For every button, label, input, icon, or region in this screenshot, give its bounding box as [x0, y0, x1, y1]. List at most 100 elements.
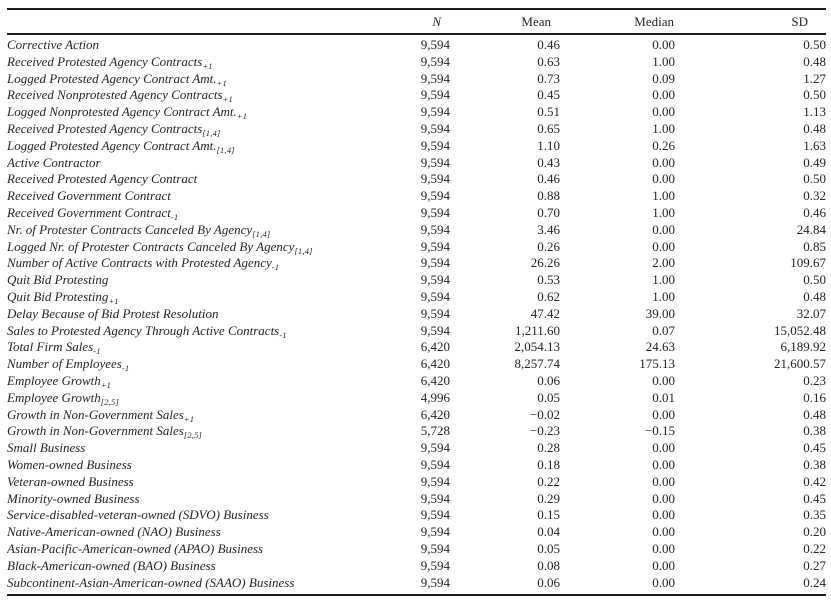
- cell-sd: 0.16: [803, 389, 826, 405]
- cell-mean: 1.10: [537, 137, 560, 153]
- variable-label: Received Protested Agency Contracts: [7, 120, 203, 136]
- cell-median: 0.26: [652, 137, 675, 153]
- variable-cell: Received Government Contract-1: [7, 205, 401, 222]
- variable-cell: Delay Because of Bid Protest Resolution: [7, 306, 401, 323]
- variable-subscript: [2,5]: [100, 396, 119, 407]
- variable-subscript: +1: [100, 379, 112, 390]
- table-row: Growth in Non-Government Sales[2,5] 5,72…: [7, 423, 826, 440]
- cell-n: 9,594: [420, 154, 450, 170]
- table-row: Sales to Protested Agency Through Active…: [7, 323, 826, 340]
- cell-n: 9,594: [420, 188, 450, 204]
- variable-label: Quit Bid Protesting: [7, 288, 109, 304]
- table-row: Service-disabled-veteran-owned (SDVO) Bu…: [7, 507, 826, 524]
- cell-n: 9,594: [420, 574, 450, 590]
- cell-n: 9,594: [420, 137, 450, 153]
- cell-mean: 0.26: [537, 238, 560, 254]
- cell-mean: 0.08: [537, 557, 560, 573]
- variable-label: Received Government Contract: [7, 188, 171, 204]
- cell-sd: 0.46: [803, 204, 826, 220]
- variable-label: Native-American-owned (NAO) Business: [7, 524, 221, 540]
- variable-label: Logged Protested Agency Contract Amt.: [7, 70, 217, 86]
- variable-cell: Women-owned Business: [7, 457, 401, 474]
- cell-n: 9,594: [420, 120, 450, 136]
- table-row: Quit Bid Protesting 9,594 0.53 1.00 0.50: [7, 272, 826, 289]
- cell-sd: 109.67: [790, 255, 826, 271]
- cell-median: 0.07: [652, 322, 675, 338]
- variable-label: Employee Growth: [7, 389, 101, 405]
- table-row: Delay Because of Bid Protest Resolution …: [7, 306, 826, 323]
- cell-median: 0.00: [652, 87, 675, 103]
- cell-n: 9,594: [420, 507, 450, 523]
- cell-sd: 0.38: [803, 423, 826, 439]
- variable-label: Logged Nonprotested Agency Contract Amt.: [7, 104, 237, 120]
- variable-cell: Employee Growth+1: [7, 373, 401, 390]
- cell-mean: 0.06: [537, 574, 560, 590]
- cell-median: 24.63: [645, 339, 675, 355]
- variable-label: Growth in Non-Government Sales: [7, 423, 184, 439]
- table-body: Corrective Action 9,594 0.46 0.00 0.50 R…: [7, 34, 826, 591]
- cell-n: 6,420: [420, 372, 450, 388]
- variable-cell: Logged Nr. of Protester Contracts Cancel…: [7, 239, 401, 256]
- variable-subscript: [1,4]: [216, 144, 235, 155]
- cell-mean: 0.73: [537, 70, 560, 86]
- cell-median: 0.00: [652, 221, 675, 237]
- cell-median: 0.01: [652, 389, 675, 405]
- header-mean: Mean: [450, 10, 560, 35]
- cell-sd: 0.24: [803, 574, 826, 590]
- cell-mean: 0.45: [537, 87, 560, 103]
- variable-label: Veteran-owned Business: [7, 473, 134, 489]
- cell-median: 0.00: [652, 456, 675, 472]
- table-row: Received Protested Agency Contracts+1 9,…: [7, 54, 826, 71]
- cell-n: 9,594: [420, 70, 450, 86]
- variable-cell: Small Business: [7, 440, 401, 457]
- variable-cell: Number of Active Contracts with Proteste…: [7, 255, 401, 272]
- cell-sd: 6,189.92: [780, 339, 827, 355]
- variable-cell: Service-disabled-veteran-owned (SDVO) Bu…: [7, 507, 401, 524]
- header-median: Median: [560, 10, 675, 35]
- table-row: Women-owned Business 9,594 0.18 0.00 0.3…: [7, 457, 826, 474]
- variable-label: Women-owned Business: [7, 456, 132, 472]
- table-row: Asian-Pacific-American-owned (APAO) Busi…: [7, 541, 826, 558]
- cell-median: 0.00: [652, 238, 675, 254]
- cell-mean: 0.65: [537, 120, 560, 136]
- cell-n: 9,594: [420, 524, 450, 540]
- cell-sd: 0.50: [803, 37, 826, 52]
- cell-n: 9,594: [420, 238, 450, 254]
- variable-subscript: +1: [236, 111, 248, 121]
- cell-sd: 0.27: [803, 557, 826, 573]
- variable-cell: Native-American-owned (NAO) Business: [7, 524, 401, 541]
- variable-cell: Total Firm Sales-1: [7, 339, 401, 356]
- variable-label: Employee Growth: [7, 372, 101, 388]
- variable-label: Logged Protested Agency Contract Amt.: [7, 137, 217, 153]
- variable-cell: Minority-owned Business: [7, 491, 401, 508]
- variable-subscript: +1: [222, 94, 233, 105]
- cell-n: 9,594: [420, 53, 450, 69]
- variable-label: Received Protested Agency Contracts: [7, 53, 203, 69]
- cell-n: 9,594: [420, 37, 450, 52]
- cell-median: 1.00: [652, 53, 675, 69]
- cell-sd: 0.45: [803, 490, 826, 506]
- cell-mean: 0.28: [537, 440, 560, 456]
- table-row: Total Firm Sales-1 6,420 2,054.13 24.63 …: [7, 339, 826, 356]
- table-row: Growth in Non-Government Sales+1 6,420 −…: [7, 407, 826, 424]
- table-row: Logged Protested Agency Contract Amt.[1,…: [7, 138, 826, 155]
- header-variable-spacer: [7, 10, 401, 35]
- cell-n: 6,420: [420, 406, 450, 422]
- cell-median: 0.00: [652, 406, 675, 422]
- cell-sd: 24.84: [796, 221, 826, 237]
- cell-sd: 0.38: [803, 456, 826, 472]
- cell-mean: 0.43: [537, 154, 560, 170]
- cell-mean: 0.63: [537, 53, 560, 69]
- table-row: Logged Nr. of Protester Contracts Cancel…: [7, 239, 826, 256]
- table-row: Logged Protested Agency Contract Amt.+1 …: [7, 71, 826, 88]
- cell-mean: 0.18: [537, 456, 560, 472]
- cell-median: 175.13: [639, 356, 675, 372]
- table-row: Subcontinent-Asian-American-owned (SAAO)…: [7, 575, 826, 592]
- cell-sd: 0.48: [803, 120, 826, 136]
- cell-mean: 0.05: [537, 540, 560, 556]
- cell-median: 0.00: [652, 490, 675, 506]
- table-row: Active Contractor 9,594 0.43 0.00 0.49: [7, 155, 826, 172]
- cell-sd: 0.20: [803, 524, 826, 540]
- variable-label: Asian-Pacific-American-owned (APAO) Busi…: [7, 540, 264, 556]
